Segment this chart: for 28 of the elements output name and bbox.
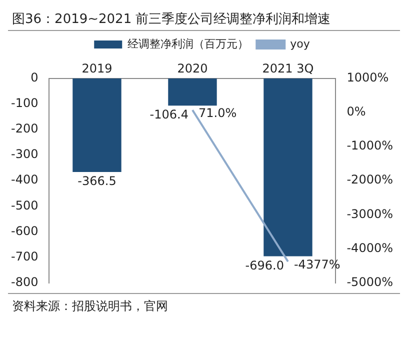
text: 资料来源：招股说明书，官网 [8, 293, 400, 319]
y-tick-label: -400 [11, 172, 38, 187]
data-label: -106.4 [150, 108, 188, 122]
y-tick-label: -300 [11, 147, 38, 162]
data-label: -4377% [294, 258, 340, 272]
legend-label: yoy [290, 37, 310, 50]
x-tick-label: 2021 3Q [262, 61, 314, 76]
x-tick-label: 2020 [177, 61, 208, 76]
y-tick-label: -600 [11, 224, 38, 238]
y-tick-label: -500 [11, 198, 38, 212]
y2-tick-label: -5000% [346, 274, 394, 289]
legend-label: 经调整净利润（百万元） [128, 37, 249, 50]
y2-tick-label: -4000% [346, 240, 394, 255]
y2-tick-label: -3000% [346, 206, 394, 221]
data-label: -366.5 [78, 174, 116, 188]
data-label: 71.0% [198, 106, 237, 120]
y-tick-label: 0 [30, 70, 38, 85]
y-tick-label: -100 [11, 96, 38, 110]
y2-tick-label: -2000% [346, 172, 394, 187]
data-label: -696.0 [245, 258, 284, 272]
y2-tick-label: -1000% [346, 138, 394, 153]
y2-tick-label: 0% [346, 104, 366, 119]
y2-tick-label: 1000% [346, 70, 389, 85]
y-tick-label: -200 [11, 122, 38, 136]
x-tick-label: 2019 [82, 61, 112, 76]
chart-title: 图36：2019~2021 前三季度公司经调整净利润和增速 [8, 8, 400, 31]
y-tick-label: -700 [11, 249, 38, 264]
y-tick-label: -800 [11, 274, 38, 289]
